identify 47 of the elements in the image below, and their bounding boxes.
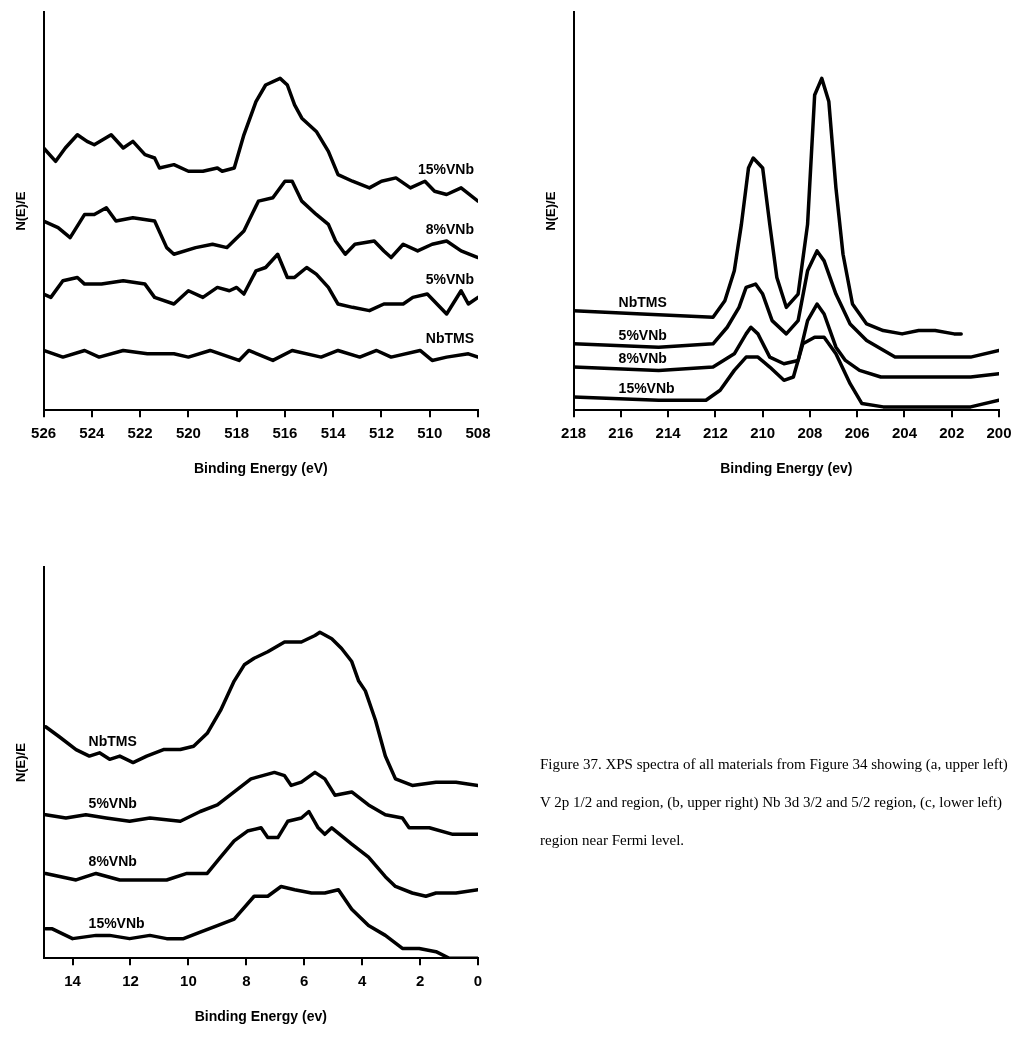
x-tick-label: 524: [79, 424, 106, 442]
x-tick-label: 10: [180, 972, 197, 990]
x-tick-label: 510: [417, 424, 443, 442]
y-axis-title: N(E)/E: [543, 191, 559, 231]
x-tick-label: 6: [300, 972, 309, 990]
x-tick-label: 216: [608, 424, 634, 442]
x-tick-label: 512: [368, 424, 394, 442]
x-tick-label: 518: [224, 424, 250, 442]
series-label: NbTMS: [425, 330, 474, 347]
x-tick-label: 516: [272, 424, 298, 442]
x-tick-label: 200: [986, 424, 1012, 442]
x-tick-label: 8: [242, 972, 251, 990]
x-tick-label: 210: [750, 424, 776, 442]
series-label: 5%VNb: [88, 794, 137, 811]
series-label: 8%VNb: [88, 853, 137, 870]
x-tick-label: 520: [175, 424, 201, 442]
x-tick-label: 526: [31, 424, 57, 442]
series-label: 15%VNb: [618, 380, 675, 397]
series-label: NbTMS: [618, 293, 667, 310]
x-tick-label: 204: [891, 424, 918, 442]
x-tick-label: 514: [320, 424, 347, 442]
x-tick-label: 522: [127, 424, 153, 442]
y-axis-title: N(E)/E: [13, 191, 29, 231]
x-axis-title: Binding Energy (eV): [193, 460, 328, 477]
x-tick-label: 4: [357, 972, 367, 990]
series-label: 15%VNb: [88, 915, 145, 932]
series-label: 5%VNb: [618, 327, 667, 344]
x-axis-title: Binding Energy (ev): [720, 460, 853, 477]
series-label: 5%VNb: [425, 270, 474, 287]
x-tick-label: 206: [844, 424, 870, 442]
x-tick-label: 508: [465, 424, 491, 442]
x-axis-title: Binding Energy (ev): [194, 1008, 327, 1025]
y-axis-title: N(E)/E: [13, 742, 29, 783]
series-label: 8%VNb: [425, 220, 474, 237]
x-tick-label: 214: [655, 424, 682, 442]
x-tick-label: 218: [561, 424, 587, 442]
series-label: NbTMS: [88, 732, 137, 749]
series-label: 8%VNb: [618, 350, 667, 367]
x-tick-label: 14: [64, 972, 82, 990]
series-label: 15%VNb: [417, 161, 475, 178]
text: Figure 37. XPS spectra of all materials from Figure 34 showing (a, upper left) V 2p 1/2 and region, (b, upper right) Nb 3d 3/2 and 5/2 region, (c, lower left) region near Fermi level.: [540, 756, 1008, 848]
x-tick-label: 2: [415, 972, 425, 990]
x-tick-label: 0: [473, 972, 483, 990]
x-tick-label: 202: [939, 424, 965, 442]
x-tick-label: 212: [702, 424, 728, 442]
x-tick-label: 208: [797, 424, 823, 442]
x-tick-label: 12: [122, 972, 139, 990]
